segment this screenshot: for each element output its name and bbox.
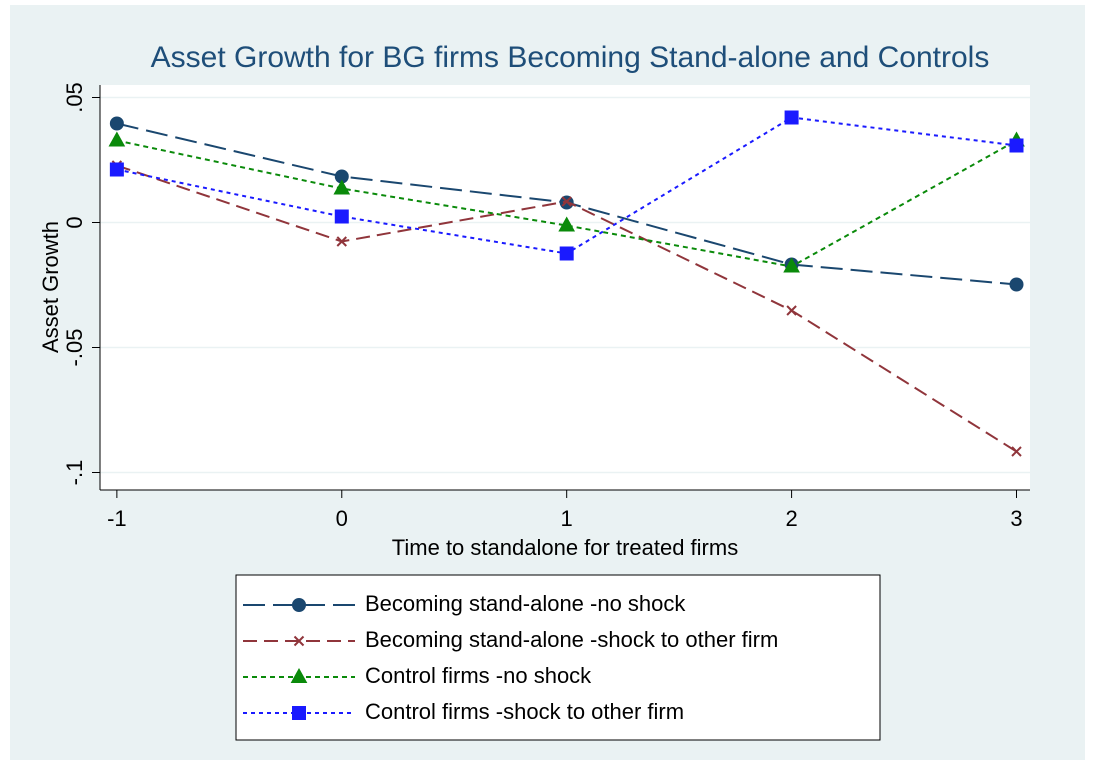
- marker: [561, 196, 572, 207]
- y-axis-label: Asset Growth: [38, 221, 63, 353]
- marker: [784, 110, 799, 125]
- x-tick-label: 1: [561, 506, 573, 531]
- legend-label: Control firms -shock to other firm: [365, 699, 684, 724]
- marker: [333, 179, 351, 195]
- legend-label: Becoming stand-alone -no shock: [365, 591, 686, 616]
- marker: [558, 216, 576, 232]
- marker: [783, 257, 800, 273]
- legend-marker: [290, 667, 308, 683]
- legend-marker: [293, 635, 305, 647]
- legend-label: Becoming stand-alone -shock to other fir…: [365, 627, 778, 652]
- y-tick-label: .05: [62, 82, 87, 113]
- plot-area: [100, 85, 1030, 490]
- x-tick-label: 3: [1010, 506, 1022, 531]
- marker: [334, 209, 349, 224]
- x-tick-label: 0: [336, 506, 348, 531]
- marker: [108, 131, 126, 147]
- marker: [559, 246, 574, 261]
- series-line: [116, 139, 1017, 268]
- y-tick-label: -.1: [62, 460, 87, 486]
- x-axis-label: Time to standalone for treated firms: [392, 535, 738, 560]
- x-tick-label: -1: [107, 506, 127, 531]
- marker: [109, 162, 124, 177]
- legend-marker: [292, 706, 306, 720]
- marker: [109, 116, 124, 131]
- y-tick-label: -.05: [62, 329, 87, 367]
- marker: [1011, 446, 1022, 457]
- y-tick-label: 0: [62, 216, 87, 228]
- marker: [1009, 277, 1024, 292]
- chart-title: Asset Growth for BG firms Becoming Stand…: [151, 41, 990, 74]
- x-tick-label: 2: [785, 506, 797, 531]
- legend-marker: [292, 598, 306, 612]
- marker: [336, 236, 347, 247]
- legend-label: Control firms -no shock: [365, 663, 592, 688]
- legend-box: [235, 574, 881, 741]
- marker: [1009, 138, 1024, 153]
- marker: [786, 305, 797, 316]
